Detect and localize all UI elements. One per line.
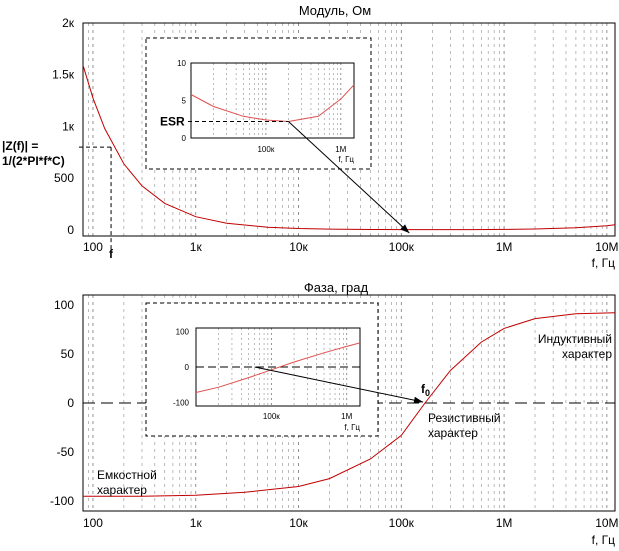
frequency-marker-label: f (109, 247, 114, 261)
phase-x-tick-label: 1М (496, 516, 513, 530)
magnitude-inset-frame (190, 62, 355, 139)
magnitude-zoom-arrowhead (400, 224, 410, 233)
resistive-label-line2: характер (428, 426, 478, 440)
phase-x-tick-label: 10к (289, 516, 308, 530)
magnitude-y-tick-label: 500 (54, 171, 74, 185)
phase-x-tick-label: 100к (389, 516, 415, 530)
phase-curve (83, 312, 616, 497)
magnitude-x-tick-label: 1М (496, 240, 513, 254)
phase-inset-x-tick-label: 1М (341, 412, 352, 421)
magnitude-title: Модуль, Ом (299, 3, 371, 18)
phase-y-tick-label: 100 (54, 298, 74, 312)
magnitude-x-tick-label: 10М (595, 240, 618, 254)
phase-inset-x-axis-label: f, Гц (344, 423, 360, 432)
resistive-label-line1: Резистивный (428, 411, 501, 425)
resonance-subscript: 0 (425, 388, 430, 398)
magnitude-inset-y-tick-label: 10 (177, 59, 186, 68)
phase-x-ticks: 100 1к 10к 100к 1М 10М (83, 516, 619, 530)
phase-inset: 100 0 -100 100к 1М f, Гц (145, 302, 379, 437)
resonance-f: f (421, 382, 426, 396)
phase-y-tick-label: 50 (61, 347, 75, 361)
phase-y-tick-label: 0 (67, 396, 74, 410)
magnitude-y-tick-label: 0 (67, 223, 74, 237)
esr-label: ESR (160, 115, 185, 129)
magnitude-plot-frame (82, 22, 616, 237)
phase-zoom-arrow (254, 366, 424, 403)
inductive-label-line1: Индуктивный (538, 332, 612, 346)
phase-inset-x-tick-label: 100к (263, 412, 280, 421)
phase-zoom-arrowhead (413, 396, 423, 404)
magnitude-inset-curve (190, 84, 355, 123)
magnitude-x-tick-label: 10к (289, 240, 308, 254)
capacitive-label-line1: Емкостной (97, 468, 157, 482)
magnitude-y-tick-label: 1к (62, 119, 75, 133)
phase-x-axis-label: f, Гц (592, 533, 616, 547)
magnitude-inset-x-tick-label: 1М (335, 145, 346, 154)
phase-y-tick-label: -50 (57, 445, 75, 459)
magnitude-inset-x-tick-label: 100к (257, 145, 274, 154)
phase-x-tick-label: 10М (595, 516, 618, 530)
magnitude-y-ticks: 0 500 1к 1.5к 2к (52, 16, 75, 237)
phase-inset-y-tick-label: 0 (185, 363, 190, 372)
magnitude-x-tick-label: 100 (83, 240, 103, 254)
magnitude-inset-tick-labels: 10 5 0 100к 1М (177, 59, 347, 154)
magnitude-y-tick-label: 1.5к (52, 68, 75, 82)
phase-x-tick-label: 100 (83, 516, 103, 530)
magnitude-inset-y-tick-label: 0 (182, 134, 187, 143)
magnitude-x-ticks: 100 1к 10к 100к 1М 10М (83, 240, 619, 254)
magnitude-y-tick-label: 2к (62, 16, 75, 30)
resonance-frequency-label: f0 (421, 382, 430, 398)
formula-label-line1: |Z(f)| = (2, 139, 38, 153)
phase-inset-y-tick-label: 100 (176, 328, 190, 337)
phase-inset-curve (195, 342, 361, 393)
phase-y-tick-label: -100 (50, 494, 74, 508)
phase-inset-y-tick-label: -100 (173, 398, 190, 407)
magnitude-inset: 10 5 0 100к 1М f, Гц ESR (145, 37, 372, 170)
phase-x-tick-label: 1к (190, 516, 203, 530)
phase-inset-tick-labels: 100 0 -100 100к 1М (173, 328, 353, 421)
inductive-label-line2: характер (562, 347, 612, 361)
phase-y-ticks: -100 -50 0 50 100 (50, 298, 74, 508)
magnitude-x-tick-label: 100к (389, 240, 415, 254)
magnitude-zoom-arrow (288, 121, 410, 234)
phase-title: Фаза, град (304, 280, 369, 295)
magnitude-inset-y-tick-label: 5 (182, 97, 187, 106)
magnitude-x-axis-label: f, Гц (592, 256, 616, 270)
magnitude-inset-x-axis-label: f, Гц (338, 155, 354, 164)
phase-inset-grid (218, 328, 348, 406)
formula-label-line2: 1/(2*PI*f*C) (2, 154, 65, 168)
capacitive-label-line2: характер (97, 483, 147, 497)
magnitude-curve (82, 65, 616, 231)
magnitude-x-tick-label: 1к (190, 240, 203, 254)
